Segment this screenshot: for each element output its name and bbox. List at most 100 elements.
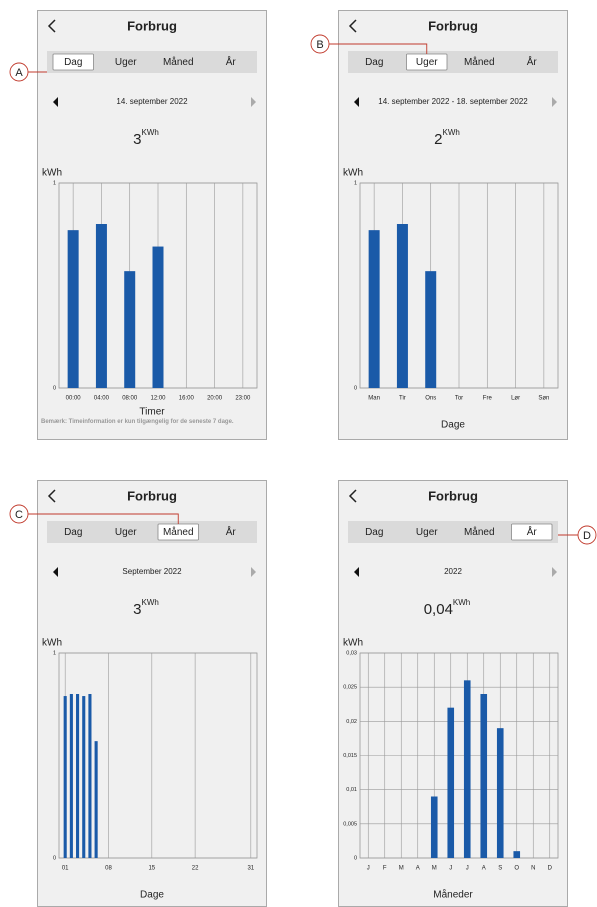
tab-label[interactable]: Uger (416, 57, 438, 68)
tab-label[interactable]: Måned (464, 526, 495, 538)
x-axis-label: Dage (441, 420, 465, 431)
bar (94, 741, 98, 858)
date-label: 14. september 2022 (116, 97, 188, 106)
y-tick-label: 0,03 (346, 650, 357, 656)
x-axis-label: Måneder (433, 889, 473, 901)
date-label: 2022 (444, 567, 462, 576)
callout-letter: C (15, 509, 23, 521)
y-tick-label: 0,02 (346, 719, 357, 725)
total-value: 3 (133, 131, 141, 148)
x-tick-label: Søn (538, 396, 549, 402)
total-unit: KWh (443, 128, 460, 137)
phone-screen: Forbrug Dag Uger Måned År 14. september 2022 … (338, 10, 568, 440)
tab-label[interactable]: Uger (115, 527, 137, 538)
bar (76, 694, 80, 858)
next-arrow[interactable] (251, 97, 256, 107)
screen-title: Forbrug (428, 18, 478, 33)
x-tick-label: Ons (425, 396, 436, 402)
total-unit: KWh (453, 598, 470, 607)
phone-screen: Forbrug Dag Uger Måned År September 2022 3KWh k… (37, 480, 267, 907)
tab-label[interactable]: Dag (365, 57, 383, 68)
screen-title: Forbrug (127, 488, 177, 503)
y-axis-label: kWh (42, 168, 62, 179)
bar (152, 246, 164, 388)
tab-bar (348, 51, 558, 73)
x-tick-label: J (449, 866, 452, 872)
tab-bar (47, 51, 257, 73)
x-tick-label: Fre (483, 396, 493, 402)
tab-label[interactable]: År (527, 55, 538, 68)
bar (69, 694, 73, 858)
x-tick-label: 12:00 (150, 396, 166, 402)
back-button[interactable] (47, 19, 56, 33)
bar (496, 728, 504, 858)
next-arrow[interactable] (552, 567, 557, 577)
y-axis-label: kWh (343, 168, 363, 179)
tab-label[interactable]: Måned (163, 526, 194, 538)
y-tick-label: 1 (53, 180, 56, 186)
y-axis-label: kWh (42, 638, 62, 649)
tab-label[interactable]: Uger (416, 527, 438, 538)
phone-screen: Forbrug Dag Uger Måned År 2022 0,04KWh kWh 0 0,00… (338, 480, 568, 907)
bar (425, 271, 437, 388)
back-button[interactable] (348, 19, 357, 33)
tab-bar (47, 521, 257, 543)
date-label: 14. september 2022 - 18. september 2022 (378, 97, 528, 106)
x-tick-label: D (548, 866, 553, 872)
bar (513, 851, 521, 858)
next-arrow[interactable] (251, 567, 256, 577)
active-tab[interactable] (511, 523, 553, 541)
next-arrow[interactable] (552, 97, 557, 107)
total-consumption: 3KWh (133, 598, 159, 618)
callout-line (28, 513, 179, 524)
x-tick-label: 16:00 (179, 396, 195, 402)
tab-label[interactable]: År (226, 525, 237, 538)
previous-arrow[interactable] (53, 567, 58, 577)
active-tab[interactable] (52, 53, 94, 71)
x-tick-label: 08:00 (122, 396, 138, 402)
x-tick-label: M (432, 866, 437, 872)
x-axis-label: Timer (139, 407, 165, 418)
x-tick-label: 15 (148, 866, 155, 872)
callout-circle (9, 504, 29, 524)
x-tick-label: A (482, 866, 486, 872)
x-tick-label: 20:00 (207, 396, 223, 402)
total-value: 0,04 (424, 601, 453, 618)
total-consumption: 3KWh (133, 128, 159, 148)
x-tick-label: 08 (105, 866, 112, 872)
tab-label[interactable]: Dag (64, 527, 82, 538)
previous-arrow[interactable] (354, 97, 359, 107)
y-tick-label: 0 (354, 385, 357, 391)
tab-label[interactable]: Dag (64, 57, 82, 68)
bar (368, 230, 380, 388)
y-tick-label: 1 (53, 650, 56, 656)
x-tick-label: S (498, 866, 502, 872)
back-button[interactable] (348, 489, 357, 503)
total-value: 3 (133, 601, 141, 618)
tab-label[interactable]: År (527, 525, 538, 538)
x-tick-label: O (514, 866, 519, 872)
x-tick-label: 31 (247, 866, 254, 872)
x-tick-label: F (383, 866, 387, 872)
tab-label[interactable]: Dag (365, 527, 383, 538)
previous-arrow[interactable] (53, 97, 58, 107)
note-text: Bemærk: Timeinformation er kun tilgængel… (41, 419, 234, 425)
bar (430, 796, 438, 858)
previous-arrow[interactable] (354, 567, 359, 577)
tab-label[interactable]: Uger (115, 57, 137, 68)
y-tick-label: 0,005 (343, 821, 357, 827)
tab-label[interactable]: Måned (163, 56, 194, 68)
callout-circle (310, 34, 330, 54)
phone-screen: Forbrug Dag Uger Måned År 14. september 2022 3… (37, 10, 267, 440)
date-label: September 2022 (122, 567, 182, 576)
back-button[interactable] (47, 489, 56, 503)
bar (396, 224, 408, 388)
tab-label[interactable]: Måned (464, 56, 495, 68)
bar (88, 694, 92, 858)
tab-label[interactable]: År (226, 55, 237, 68)
callout-letter: D (583, 530, 591, 542)
screen-title: Forbrug (428, 488, 478, 503)
x-tick-label: Tir (399, 396, 406, 402)
x-tick-label: A (416, 866, 420, 872)
note: Bemærk: Timeinformation er kun tilgængel… (41, 419, 234, 425)
